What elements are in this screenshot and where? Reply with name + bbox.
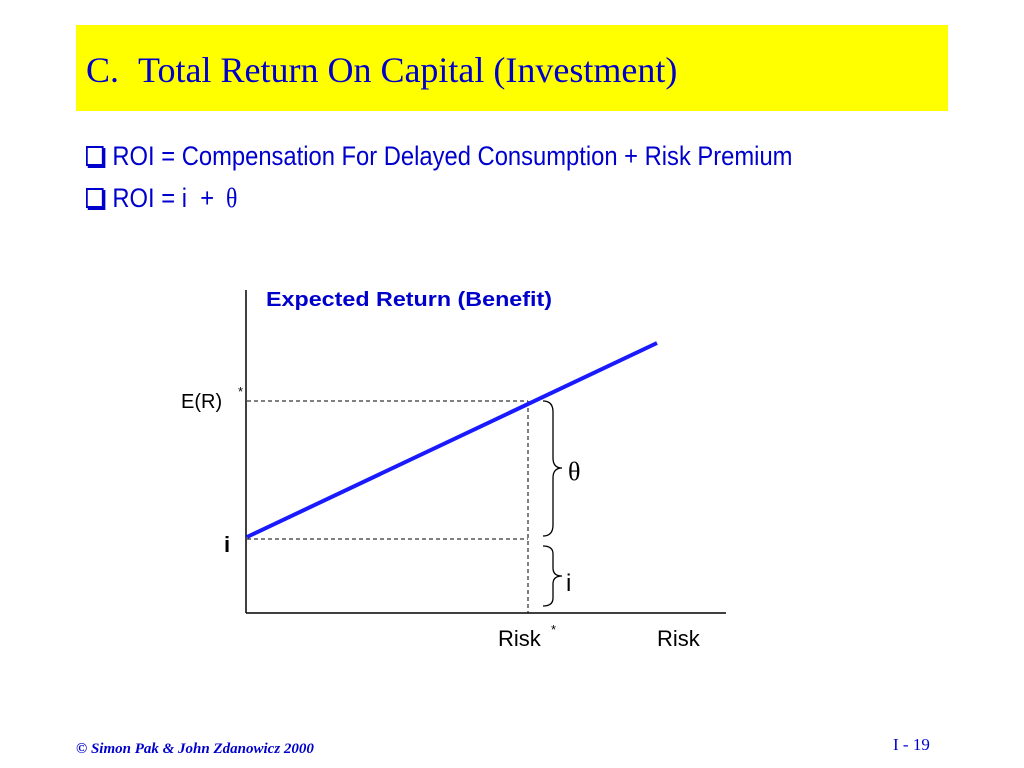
i-axis-label: i bbox=[224, 532, 230, 557]
er-superscript: * bbox=[238, 384, 243, 399]
checkbox-bullet-icon bbox=[86, 146, 104, 166]
x-axis-label: Risk bbox=[657, 626, 701, 651]
title-bar: C. Total Return On Capital (Investment) bbox=[76, 25, 948, 111]
risk-star-superscript: * bbox=[551, 622, 556, 637]
bullet-item-2: ROI = i + θ bbox=[86, 181, 237, 215]
page-number: I - 19 bbox=[893, 735, 930, 754]
bullet-text-2: ROI = i + bbox=[112, 182, 221, 213]
return-line bbox=[246, 341, 658, 539]
i-bracket-label: i bbox=[566, 570, 571, 597]
slide-title: Total Return On Capital (Investment) bbox=[138, 50, 678, 90]
y-axis-title: Expected Return (Benefit) bbox=[266, 289, 552, 311]
theta-brace bbox=[542, 400, 563, 537]
checkbox-bullet-icon bbox=[86, 188, 104, 208]
risk-star-label: Risk bbox=[498, 626, 542, 651]
i-brace bbox=[542, 545, 563, 607]
copyright-footer: © Simon Pak & John Zdanowicz 2000 bbox=[76, 741, 314, 757]
er-label: E(R) bbox=[181, 391, 222, 413]
title-section-letter: C. bbox=[86, 50, 120, 90]
theta-symbol: θ bbox=[225, 182, 238, 213]
theta-label: θ bbox=[568, 457, 580, 486]
bullet-text-1: ROI = Compensation For Delayed Consumpti… bbox=[112, 140, 793, 171]
bullet-item-1: ROI = Compensation For Delayed Consumpti… bbox=[86, 139, 792, 173]
